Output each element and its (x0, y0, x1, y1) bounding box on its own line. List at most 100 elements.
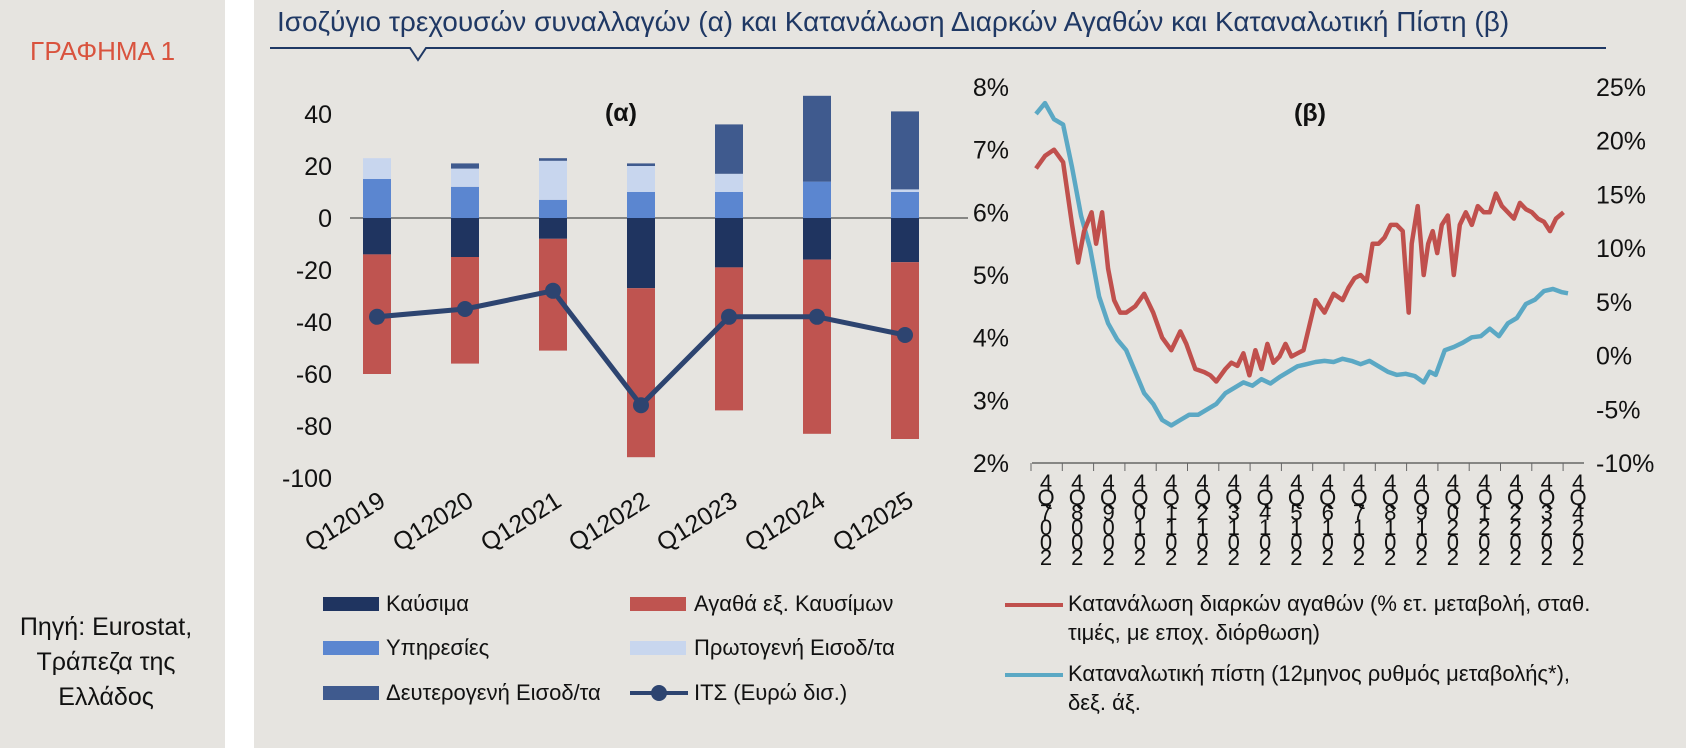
line-durables-consumption (1034, 147, 1565, 384)
y-tick-label-a: -60 (296, 361, 332, 389)
point-cab (457, 301, 473, 317)
y-left-tick-label-b: 3% (973, 387, 1009, 415)
y-right-tick-label-b: 0% (1596, 343, 1632, 371)
legend-marker-cab (651, 685, 667, 701)
legend-label-credit-line: Καταναλωτική πίστη (12μηνος ρυθμός μεταβ… (1068, 661, 1571, 686)
left-panel (0, 0, 225, 748)
legend-label-credit: Καταναλωτική πίστη (12μηνος ρυθμός μεταβ… (1068, 659, 1570, 717)
bar-fuels (363, 218, 391, 255)
bar-secondary-income (627, 163, 655, 166)
legend-label-credit-line: δεξ. άξ. (1068, 690, 1141, 715)
y-left-tick-label-b: 2% (973, 450, 1009, 478)
legend-label-services: Υπηρεσίες (386, 635, 490, 660)
legend-label-secondary: Δευτερογενή Εισοδ/τα (386, 680, 601, 705)
x-tick-label-a: Q12024 (740, 486, 830, 557)
bar-services (627, 192, 655, 218)
chart-panel (254, 0, 1686, 748)
bar-services (451, 186, 479, 218)
bar-services (539, 199, 567, 218)
point-cab (721, 308, 737, 325)
legend-label-durables: Κατανάλωση διαρκών αγαθών (% ετ. μεταβολ… (1068, 589, 1590, 647)
y-left-tick-label-b: 5% (973, 262, 1009, 290)
x-tick-label-a: Q12020 (388, 486, 478, 557)
point-cab (897, 327, 913, 343)
bar-fuels (451, 218, 479, 257)
bar-fuels (891, 218, 919, 263)
panel-title-a: (α) (605, 99, 637, 127)
legend-label-durables-line: Κατανάλωση διαρκών αγαθών (% ετ. μεταβολ… (1068, 591, 1591, 616)
y-right-tick-label-b: -10% (1596, 450, 1654, 478)
y-tick-label-a: -40 (296, 309, 332, 337)
x-tick-label-a: Q12022 (564, 486, 654, 557)
legend-swatch-fuels (323, 597, 379, 611)
legend-label-fuels: Καύσιμα (386, 591, 470, 616)
bar-fuels (803, 218, 831, 260)
legend-label-durables-line: τιμές, με εποχ. διόρθωση) (1068, 620, 1321, 645)
point-cab (809, 308, 825, 325)
y-right-tick-label-b: 20% (1596, 128, 1646, 156)
source-line: Πηγή: Eurostat, (19, 613, 193, 641)
bar-secondary-income (715, 124, 743, 174)
source-line: Τράπεζα της (36, 648, 176, 676)
chart-a: 40200-20-40-60-80-100Q12019Q12020Q12021Q… (282, 95, 968, 557)
bar-fuels (715, 218, 743, 268)
legend-swatch-credit (1005, 673, 1063, 677)
y-right-tick-label-b: 25% (1596, 74, 1646, 102)
bar-goods (803, 259, 831, 434)
y-left-tick-label-b: 8% (973, 74, 1009, 102)
y-tick-label-a: -80 (296, 413, 332, 441)
point-cab (545, 282, 561, 299)
bar-primary-income (715, 173, 743, 192)
legend-label-goods: Αγαθά εξ. Καυσίμων (694, 591, 894, 616)
graph-label: ΓΡΑΦΗΜΑ 1 (30, 36, 176, 66)
y-tick-label-a: 0 (318, 205, 332, 233)
legend-swatch-goods (630, 597, 686, 611)
y-tick-label-a: 20 (304, 153, 332, 181)
bar-fuels (539, 218, 567, 239)
legend-label-primary: Πρωτογενή Εισοδ/τα (694, 635, 895, 660)
bar-services (803, 181, 831, 218)
y-left-tick-label-b: 7% (973, 137, 1009, 165)
y-right-tick-label-b: 10% (1596, 235, 1646, 263)
source-note: Πηγή: Eurostat, Τράπεζα της Ελλάδος (0, 610, 212, 715)
y-left-tick-label-b: 4% (973, 325, 1009, 353)
y-right-tick-label-b: 5% (1596, 289, 1632, 317)
bar-primary-income (627, 166, 655, 192)
bar-primary-income (451, 168, 479, 187)
legend-swatch-durables (1005, 603, 1063, 607)
title-underline (270, 47, 1606, 62)
x-tick-label-a: Q12021 (476, 486, 566, 557)
y-tick-label-a: -20 (296, 257, 332, 285)
bar-goods (891, 262, 919, 439)
legend-label-cab: ΙΤΣ (Ευρώ δισ.) (694, 680, 848, 705)
legend-swatch-secondary (323, 686, 379, 700)
bar-secondary-income (803, 95, 831, 182)
bar-goods (715, 267, 743, 411)
chart-b: 8% 7% 6% 5% 4% 3% 2% 25% 20% 15% 10% 5% 0% -5% -10% 4 Q 7… (973, 74, 1655, 570)
bar-primary-income (891, 189, 919, 192)
point-cab (369, 308, 385, 325)
bar-secondary-income (891, 111, 919, 190)
y-tick-label-a: 40 (304, 101, 332, 129)
bar-services (363, 179, 391, 218)
source-line: Ελλάδος (58, 683, 154, 711)
bar-primary-income (363, 158, 391, 179)
